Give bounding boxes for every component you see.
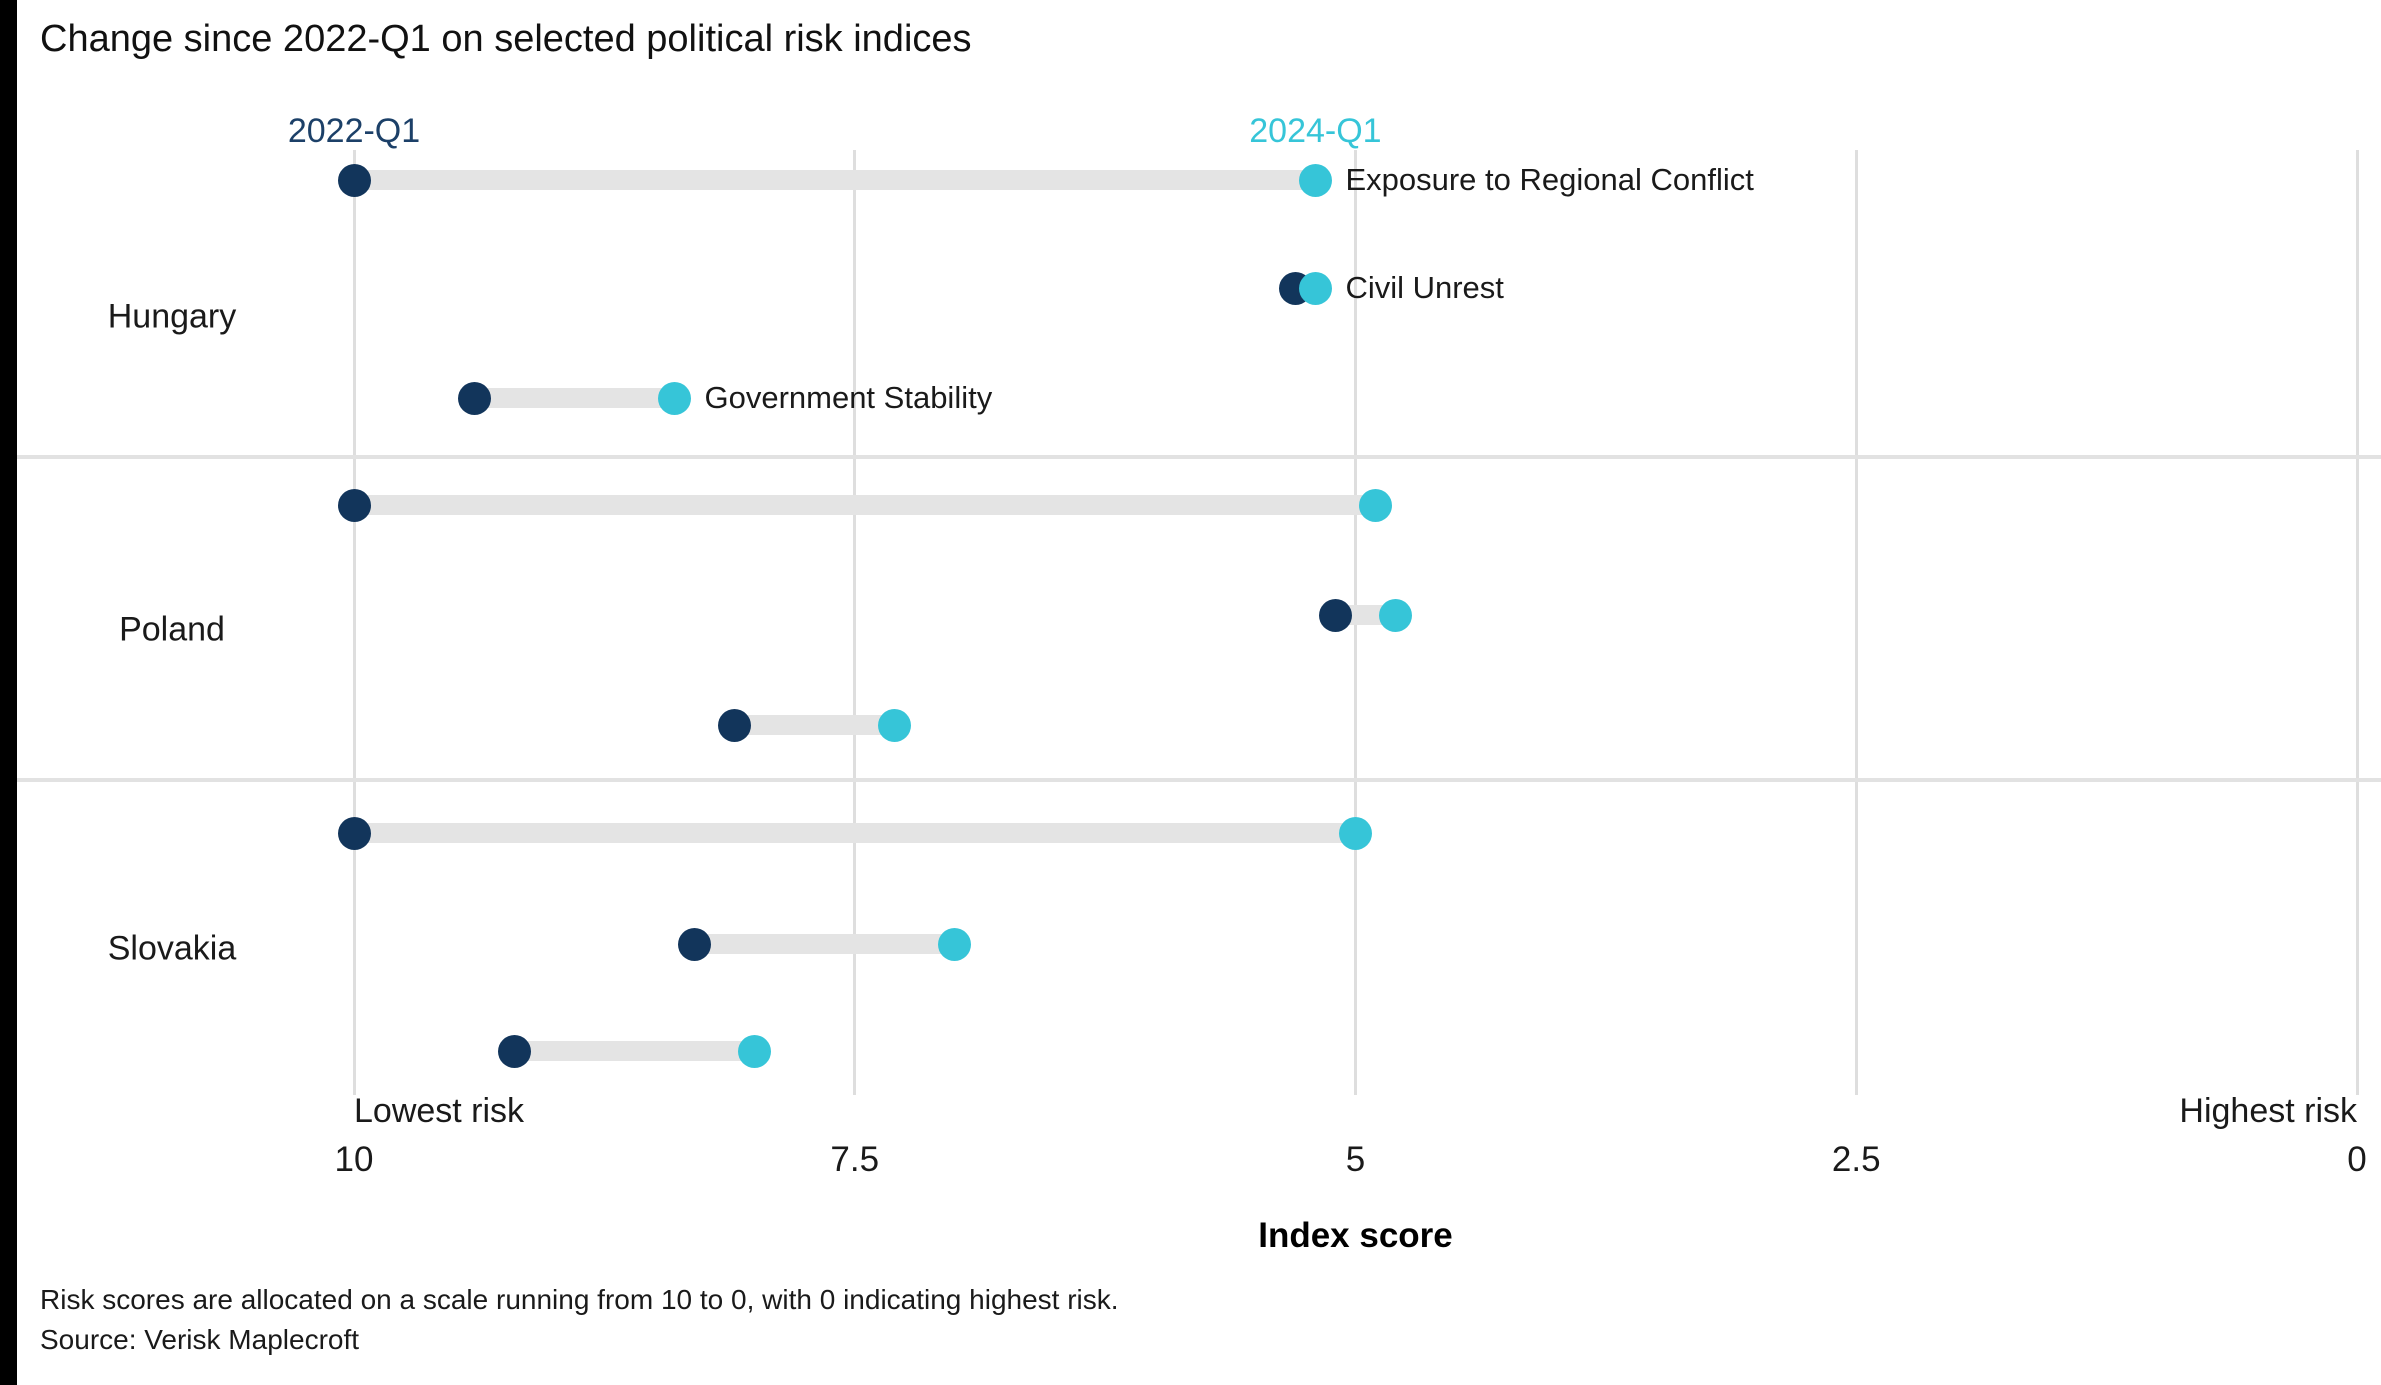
dot-2022-q1	[678, 927, 711, 961]
connector-bar	[354, 495, 1376, 515]
country-label-hungary: Hungary	[107, 297, 237, 336]
legend-2022-q1-label: 2022-Q1	[287, 112, 421, 150]
x-axis-title: Index score	[1258, 1216, 1453, 1255]
dot-2024-q1	[657, 381, 691, 415]
connector-bar	[474, 388, 675, 408]
x-tick-7.5: 7.5	[830, 1140, 880, 1179]
panel-divider-2	[17, 778, 2381, 782]
dot-2024-q1	[1298, 163, 1332, 197]
gridline-10	[352, 150, 356, 1095]
footnote-scale-note: Risk scores are allocated on a scale run…	[40, 1284, 1119, 1315]
dot-2022-q1	[457, 381, 491, 415]
dot-2024-q1	[738, 1034, 772, 1068]
connector-bar	[514, 1041, 755, 1061]
dot-2022-q1	[1318, 598, 1352, 632]
country-label-poland: Poland	[119, 610, 225, 649]
x-tick-10: 10	[334, 1140, 374, 1179]
dot-2022-q1	[337, 816, 371, 850]
connector-bar	[694, 934, 955, 954]
dot-2022-q1	[337, 488, 371, 522]
panel-divider-1	[17, 455, 2381, 459]
dot-2024-q1	[1379, 598, 1413, 632]
connector-bar	[734, 715, 895, 735]
index-label: Exposure to Regional Conflict	[1345, 162, 1754, 197]
legend-2024-q1-label: 2024-Q1	[1249, 112, 1382, 150]
connector-bar	[354, 823, 1356, 843]
footnote-source: Source: Verisk Maplecroft	[40, 1324, 360, 1355]
dot-2024-q1	[1339, 816, 1372, 850]
dot-2022-q1	[337, 163, 371, 197]
dot-2022-q1	[497, 1034, 531, 1068]
x-tick-5: 5	[1345, 1140, 1366, 1179]
dot-2024-q1	[938, 927, 972, 961]
lowest-risk-label: Lowest risk	[354, 1092, 525, 1130]
index-label: Civil Unrest	[1345, 270, 1504, 305]
x-tick-0: 0	[2347, 1140, 2367, 1179]
image-left-border	[0, 0, 17, 1385]
gridline-2.5	[1854, 150, 1858, 1095]
gridline-0	[2355, 150, 2359, 1095]
dot-2024-q1	[1359, 488, 1393, 522]
country-label-slovakia: Slovakia	[107, 929, 237, 968]
highest-risk-label: Highest risk	[2179, 1092, 2357, 1130]
dot-2024-q1	[1298, 271, 1332, 305]
dot-2022-q1	[718, 708, 752, 742]
connector-bar	[354, 170, 1316, 190]
dot-2024-q1	[878, 708, 912, 742]
index-label: Government Stability	[704, 380, 993, 415]
x-tick-2.5: 2.5	[1831, 1140, 1881, 1179]
gridline-7.5	[853, 150, 857, 1095]
chart-title: Change since 2022-Q1 on selected politic…	[40, 18, 972, 60]
